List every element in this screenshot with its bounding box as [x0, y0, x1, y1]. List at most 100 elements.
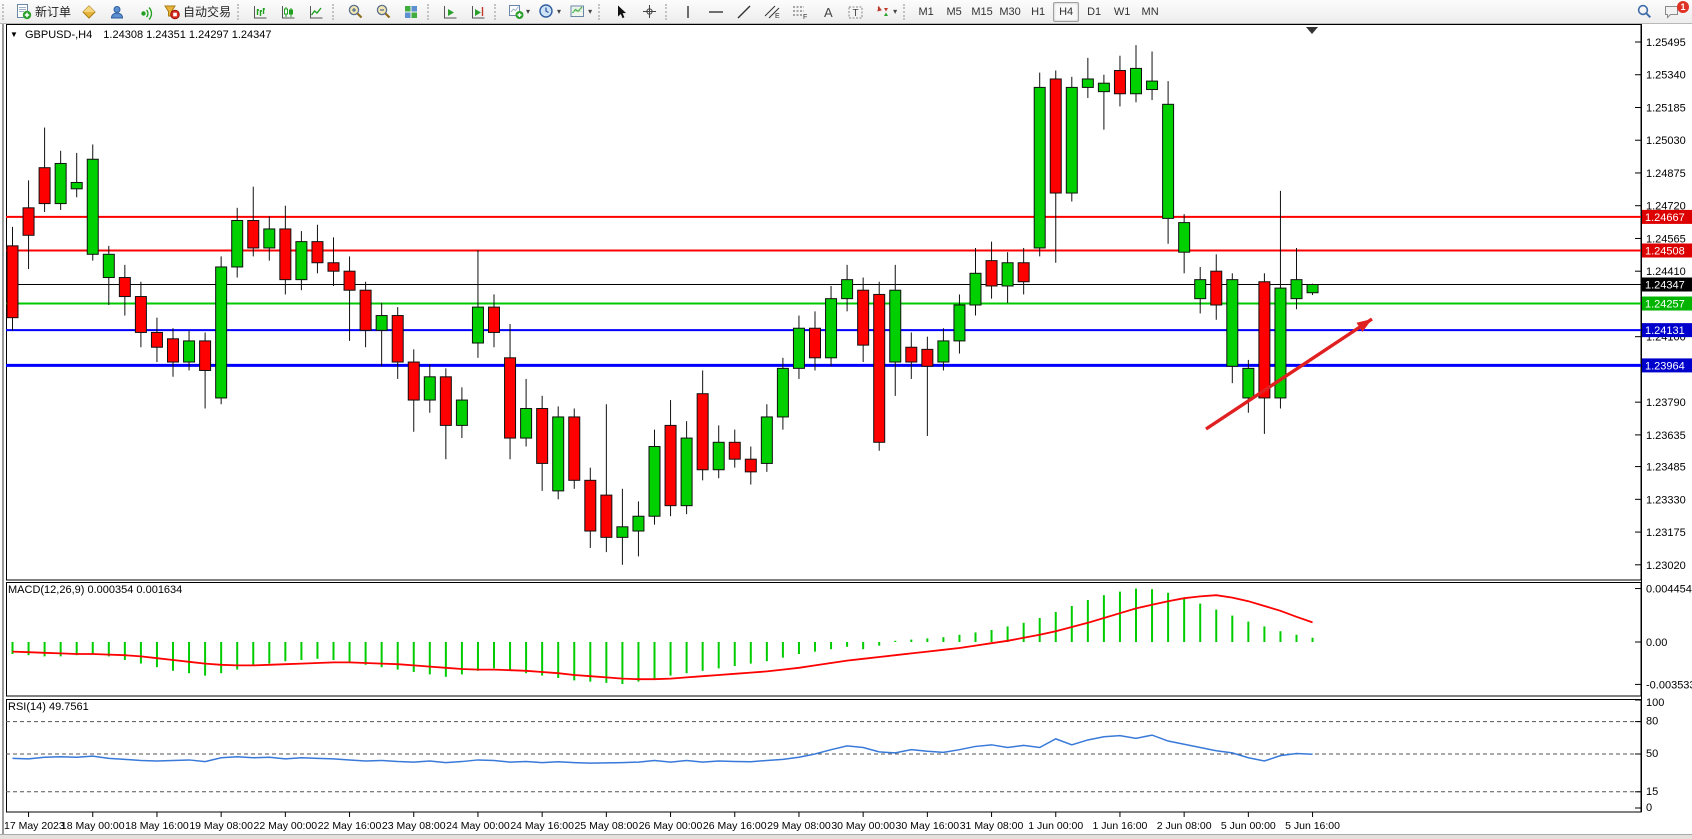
indicators-icon — [509, 5, 524, 19]
zoom-out-icon — [376, 4, 390, 19]
timeframe-h1[interactable]: H1 — [1031, 5, 1046, 18]
candle-body-bull — [54, 162, 67, 205]
zoom-in-button[interactable] — [342, 1, 368, 23]
candle-body-bear — [279, 228, 292, 281]
timeframe-d1[interactable]: D1 — [1087, 5, 1102, 18]
chevron-down-icon: ▾ — [557, 7, 562, 16]
price-axis-label: 1.24565 — [1646, 233, 1686, 245]
price-axis-label: 1.23020 — [1646, 560, 1686, 572]
notifications-button[interactable]: 1 — [1659, 0, 1689, 23]
candlestick-mode-button[interactable] — [275, 1, 301, 23]
macd-pane[interactable] — [6, 582, 1642, 697]
rsi-pane[interactable] — [6, 699, 1642, 813]
market-depth-button[interactable] — [76, 1, 102, 23]
time-axis-label: 18 May 00:00 — [61, 820, 125, 832]
candle-body-bear — [1017, 262, 1030, 283]
horizontal-line-tool-button[interactable] — [703, 1, 729, 23]
timeframe-m1[interactable]: M1 — [918, 5, 934, 18]
candle-body-bull — [889, 289, 902, 363]
candle-body-bull — [70, 181, 83, 190]
text-tool-button[interactable]: A — [815, 1, 841, 23]
timeframe-h4[interactable]: H4 — [1053, 1, 1080, 22]
fibonacci-tool-button[interactable]: F — [787, 1, 813, 23]
chart-dropdown-icon[interactable]: ▼ — [10, 30, 18, 39]
new-order-label: 新订单 — [35, 5, 72, 19]
price-axis-label: 1.23175 — [1646, 527, 1686, 539]
timeframe-w1[interactable]: W1 — [1113, 5, 1131, 18]
svg-text:E: E — [775, 13, 780, 20]
toolbar-grip — [2, 3, 9, 20]
candle-body-bear — [439, 376, 452, 426]
gold-diamond-icon — [82, 4, 96, 19]
bar-chart-mode-button[interactable] — [247, 1, 273, 23]
timeframe-m15[interactable]: M15 — [971, 5, 993, 18]
candle-body-bear — [728, 441, 741, 460]
zoom-out-button[interactable] — [370, 1, 396, 23]
candle-body-bull — [1081, 78, 1094, 88]
channel-tool-button[interactable]: E — [759, 1, 785, 23]
vertical-line-tool-button[interactable] — [675, 1, 701, 23]
candle-body-bull — [263, 228, 276, 249]
candles-chart-icon — [282, 5, 295, 18]
candle-body-bull — [1097, 82, 1110, 93]
timeframe-m5[interactable]: M5 — [946, 5, 962, 18]
text-label-tool-button[interactable]: T — [843, 1, 869, 23]
trendline-tool-button[interactable] — [731, 1, 757, 23]
hline-icon — [709, 10, 724, 13]
candle-body-bull — [1162, 103, 1175, 219]
price-axis-label: 1.23790 — [1646, 397, 1686, 409]
signals-button[interactable] — [132, 1, 158, 23]
rsi-axis-label: 15 — [1646, 786, 1658, 798]
candle-body-bull — [471, 306, 484, 344]
chart-shift-button[interactable] — [465, 1, 491, 23]
chart-symbol-header[interactable]: ▼ GBPUSD-,H4 1.24308 1.24351 1.24297 1.2… — [10, 29, 272, 41]
crosshair-tool-button[interactable] — [636, 1, 662, 23]
candle-body-bull — [552, 416, 565, 492]
chart-symbol-label: GBPUSD-,H4 — [24, 29, 93, 41]
search-icon — [1637, 4, 1651, 19]
candle-body-bull — [1290, 279, 1303, 300]
candle-body-bull — [712, 441, 725, 471]
candle-body-bull — [183, 340, 196, 363]
time-axis-label: 24 May 16:00 — [510, 820, 574, 832]
window-left-border — [2, 23, 4, 834]
arrows-menu-button[interactable]: ▾ — [871, 1, 900, 23]
main-price-pane[interactable] — [6, 24, 1642, 581]
periods-menu-button[interactable]: ▾ — [535, 1, 564, 23]
timeframe-mn[interactable]: MN — [1141, 5, 1159, 18]
candle-body-bull — [423, 376, 436, 401]
candle-body-bear — [536, 407, 549, 464]
profile-icon — [111, 5, 124, 18]
chart-canvas[interactable]: 1.25495 1.25340 1.25185 1.25030 1.24875 1.247… — [0, 23, 1692, 834]
toolbar-grip — [598, 3, 605, 20]
time-axis-label: 5 Jun 00:00 — [1221, 820, 1276, 832]
price-level-badge — [1642, 358, 1692, 373]
chart-window[interactable]: 1.25495 1.25340 1.25185 1.25030 1.24875 1.247… — [0, 23, 1692, 834]
new-order-button[interactable]: 新订单 — [12, 1, 74, 23]
candle-body-bear — [568, 416, 581, 481]
timeframe-m30[interactable]: M30 — [999, 5, 1021, 18]
cursor-tool-button[interactable] — [608, 1, 634, 23]
rsi-indicator-label: RSI(14) 49.7561 — [8, 701, 89, 713]
time-axis-label: 5 Jun 16:00 — [1285, 820, 1340, 832]
tile-windows-button[interactable] — [398, 1, 424, 23]
line-chart-mode-button[interactable] — [303, 1, 329, 23]
candle-body-bear — [199, 340, 212, 371]
candle-body-bull — [937, 340, 950, 363]
candle-body-bull — [792, 327, 805, 369]
time-axis-label: 1 Jun 16:00 — [1093, 820, 1148, 832]
indicators-menu-button[interactable]: ▾ — [504, 1, 533, 23]
trend-arrow-line[interactable] — [1205, 317, 1373, 431]
autotrade-button[interactable]: 自动交易 — [160, 1, 234, 23]
candle-body-bear — [38, 167, 51, 205]
search-button[interactable] — [1631, 1, 1657, 23]
chart-shift-marker[interactable] — [1306, 27, 1318, 34]
templates-menu-button[interactable]: ▾ — [566, 1, 595, 23]
candle-body-bull — [1065, 86, 1078, 194]
trend-arrow-head[interactable] — [1356, 319, 1372, 332]
autoscroll-button[interactable] — [437, 1, 463, 23]
accounts-button[interactable] — [104, 1, 130, 23]
candle-body-bull — [215, 266, 228, 399]
candle-body-bull — [1306, 284, 1319, 294]
